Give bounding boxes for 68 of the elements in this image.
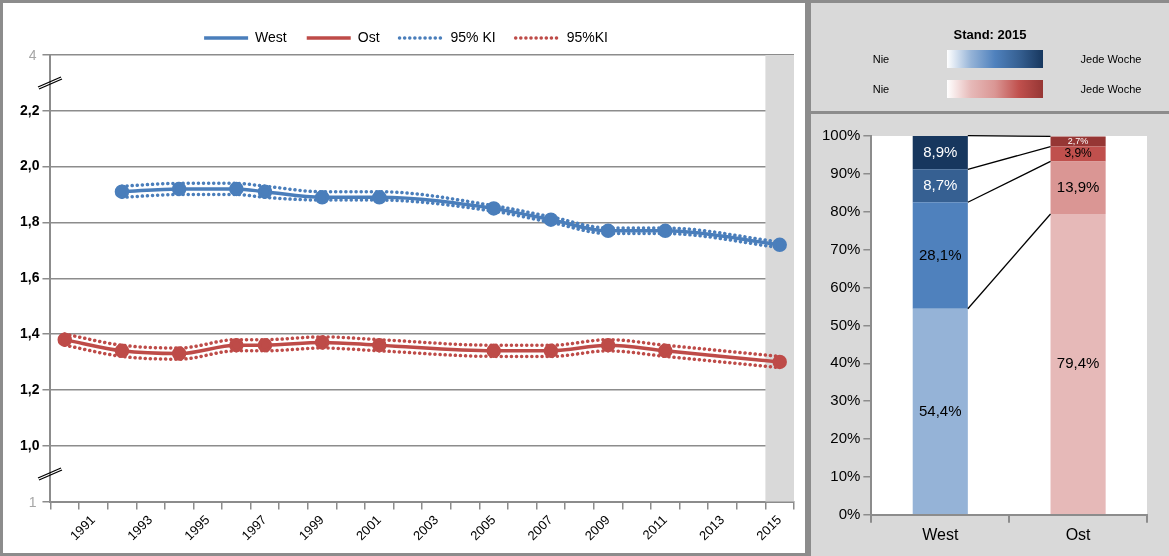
y-tick-label: 90%	[830, 164, 861, 182]
text: Jede Woche	[1079, 83, 1143, 95]
data-label: 8,9%	[923, 142, 958, 160]
y-tick-label: 1,0	[19, 436, 40, 453]
y-tick-label: 50%	[830, 315, 861, 333]
x-tick-label: Ost	[1065, 525, 1092, 543]
point	[229, 337, 244, 353]
point	[171, 346, 187, 361]
y-tick-label: 30%	[830, 391, 861, 409]
y-tick-label: 1,4	[19, 324, 40, 341]
y-tick-label: 0%	[838, 504, 861, 522]
point	[486, 201, 501, 216]
bar	[1050, 161, 1106, 215]
point	[314, 335, 330, 350]
y-tick-label: 20%	[830, 429, 861, 447]
y-tick-label: 60%	[830, 277, 861, 295]
point	[171, 181, 187, 197]
point	[658, 223, 673, 239]
bar	[912, 308, 968, 515]
point	[658, 343, 673, 359]
data-label: 8,7%	[923, 175, 958, 193]
data-label: 3,9%	[1064, 146, 1093, 161]
bar	[1050, 214, 1106, 515]
data-label: 54,4%	[919, 401, 962, 419]
point	[257, 337, 273, 353]
y-tick-label: 10%	[830, 467, 861, 485]
point	[543, 343, 559, 359]
point	[57, 332, 73, 347]
point	[257, 184, 273, 199]
data-label: 2,7%	[1067, 135, 1089, 146]
y-tick-label: 1,6	[19, 269, 40, 286]
y-tick-label: 70%	[830, 239, 861, 257]
point	[543, 212, 559, 227]
y-tick-label: 2,2	[19, 101, 40, 118]
data-label: 28,1%	[919, 245, 962, 263]
point	[229, 181, 244, 197]
y-tick-label: 1,2	[19, 380, 40, 397]
point	[372, 337, 387, 353]
text: Nie	[871, 83, 891, 95]
point	[772, 237, 787, 253]
point	[772, 354, 787, 370]
legend-label: Ost	[357, 28, 380, 45]
y-tick-label: 80%	[830, 201, 861, 219]
x-tick-label: West	[922, 525, 959, 543]
point	[372, 190, 387, 205]
point	[114, 184, 130, 199]
text: 1	[27, 493, 37, 510]
y-tick-label: 1,8	[19, 213, 40, 230]
text: 4	[27, 47, 37, 63]
legend-label: West	[255, 28, 287, 45]
point	[600, 223, 616, 239]
text: Jede Woche	[1079, 53, 1143, 65]
y-tick-label: 2,0	[19, 157, 40, 174]
data-label: 13,9%	[1056, 177, 1100, 195]
bar	[1050, 136, 1106, 147]
text: Nie	[871, 53, 891, 65]
point	[114, 343, 130, 359]
point	[314, 190, 330, 205]
data-label: 79,4%	[1056, 354, 1100, 372]
legend-label: 95% KI	[450, 28, 496, 45]
legend-title: Stand: 2015	[952, 27, 1028, 42]
legend-label: 95%KI	[566, 28, 608, 45]
point	[600, 337, 616, 353]
y-tick-label: 100%	[821, 126, 861, 144]
bar	[912, 169, 968, 203]
bar	[912, 202, 968, 309]
point	[486, 343, 501, 359]
y-tick-label: 40%	[830, 353, 861, 371]
